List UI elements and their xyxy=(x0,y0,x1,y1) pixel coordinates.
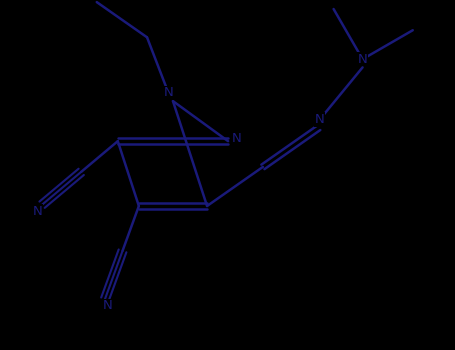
Text: N: N xyxy=(33,205,42,218)
Text: N: N xyxy=(232,132,241,145)
Text: N: N xyxy=(358,53,368,66)
Text: N: N xyxy=(163,86,173,99)
Text: N: N xyxy=(102,299,112,312)
Text: N: N xyxy=(315,113,324,126)
